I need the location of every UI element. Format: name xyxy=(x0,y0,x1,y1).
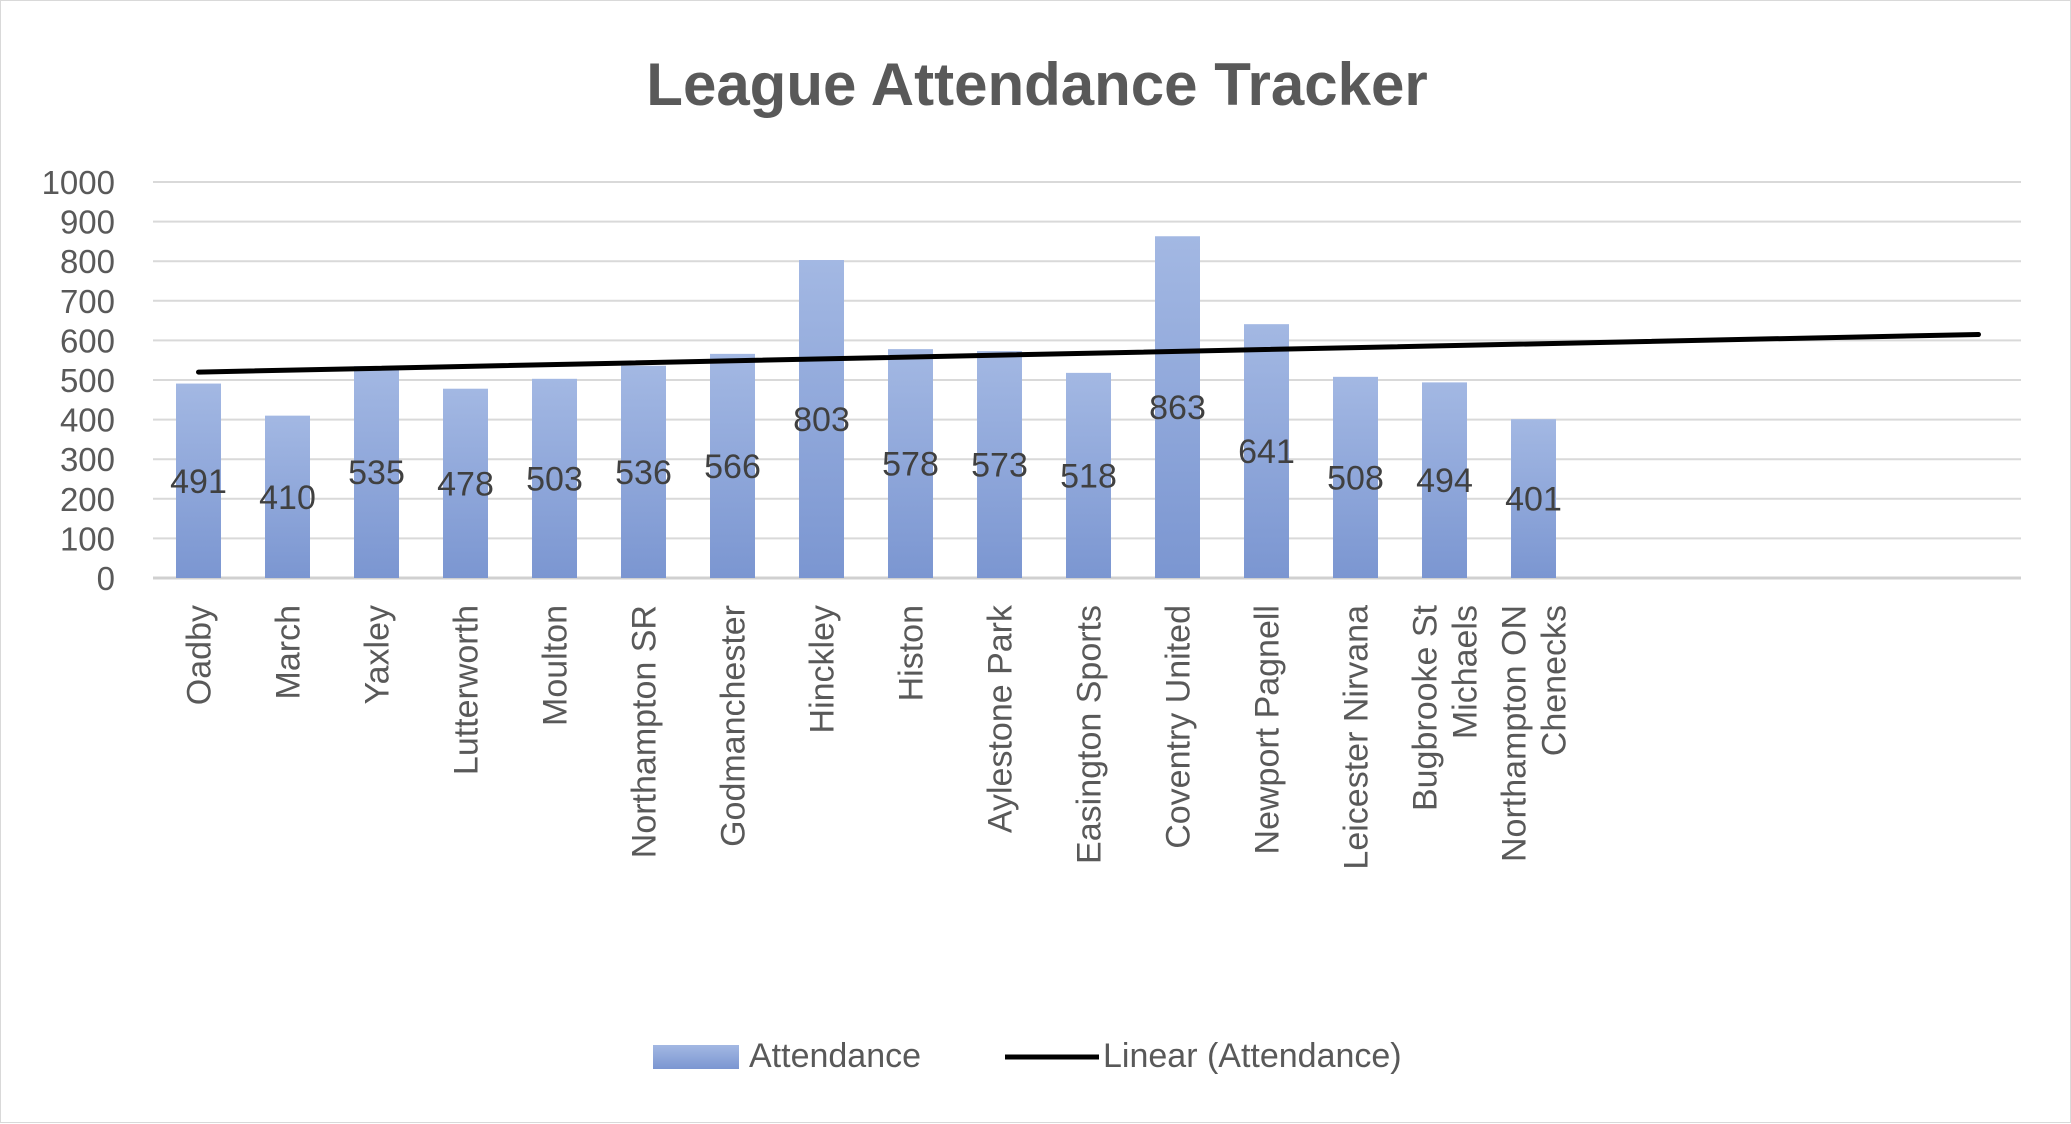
data-label: 478 xyxy=(437,465,494,503)
y-tick-label: 200 xyxy=(60,481,115,518)
data-label: 578 xyxy=(882,446,939,484)
data-label: 566 xyxy=(704,448,761,486)
bar xyxy=(977,351,1022,578)
bar xyxy=(354,366,399,578)
bar xyxy=(1244,324,1289,578)
bar xyxy=(1333,376,1378,578)
x-category-label: Leicester Nirvana xyxy=(1338,605,1376,870)
y-tick-label: 100 xyxy=(60,520,115,557)
bar xyxy=(532,378,577,578)
x-category-label: Lutterworth xyxy=(448,605,486,775)
data-labels: 491 410 535 478 503 536 566 803 578 573 518 863 641 5… xyxy=(170,389,1562,518)
x-category-label: Moulton xyxy=(537,605,575,726)
y-tick-label: 800 xyxy=(60,243,115,280)
x-category-label: Oadby xyxy=(181,605,219,705)
y-tick-label: 900 xyxy=(60,204,115,241)
bar xyxy=(621,365,666,578)
x-category-label: Newport Pagnell xyxy=(1249,605,1287,854)
y-tick-label: 0 xyxy=(97,560,115,597)
x-category-label: Coventry United xyxy=(1160,605,1198,849)
bar xyxy=(1066,372,1111,578)
x-category-label: Northampton SR xyxy=(626,605,664,858)
x-category-label: Hinckley xyxy=(804,605,842,733)
bar xyxy=(1422,382,1467,578)
x-category-label: Chenecks xyxy=(1536,605,1574,756)
x-category-label: Histon xyxy=(893,605,931,701)
x-category-label: Yaxley xyxy=(359,605,397,705)
data-label: 494 xyxy=(1416,462,1473,500)
x-category-label: Easington Sports xyxy=(1071,605,1109,864)
y-tick-label: 1000 xyxy=(42,164,115,201)
bars xyxy=(176,236,1556,578)
bar xyxy=(1511,419,1556,578)
bar xyxy=(1155,236,1200,578)
x-category-label: Bugbrooke St xyxy=(1407,604,1445,811)
y-tick-label: 700 xyxy=(60,283,115,320)
bar xyxy=(710,353,755,578)
y-tick-label: 300 xyxy=(60,441,115,478)
data-label: 803 xyxy=(793,401,850,439)
trendline xyxy=(196,331,1981,375)
data-label: 410 xyxy=(259,479,316,517)
x-category-label: Godmanchester xyxy=(715,605,753,847)
y-tick-label: 400 xyxy=(60,402,115,439)
x-category-label: Northampton ON xyxy=(1496,605,1534,862)
data-label: 535 xyxy=(348,454,405,492)
x-category-label: March xyxy=(270,605,308,699)
x-category-label: Michaels xyxy=(1447,605,1485,739)
legend-swatch-attendance xyxy=(653,1045,739,1069)
bar xyxy=(799,260,844,578)
y-tick-label: 500 xyxy=(60,362,115,399)
legend-label-attendance: Attendance xyxy=(749,1037,921,1075)
data-label: 641 xyxy=(1238,433,1295,471)
data-label: 518 xyxy=(1060,457,1117,495)
data-label: 863 xyxy=(1149,389,1206,427)
data-label: 573 xyxy=(971,447,1028,485)
bar xyxy=(265,415,310,578)
bar xyxy=(443,388,488,578)
bar xyxy=(176,383,221,578)
legend: Attendance Linear (Attendance) xyxy=(653,1037,1402,1075)
trendline-layer xyxy=(196,331,1981,375)
chart-title: League Attendance Tracker xyxy=(646,51,1427,118)
data-label: 508 xyxy=(1327,459,1384,497)
legend-label-trendline: Linear (Attendance) xyxy=(1103,1037,1402,1075)
y-tick-label: 600 xyxy=(60,322,115,359)
data-label: 503 xyxy=(526,460,583,498)
bar xyxy=(888,349,933,578)
data-label: 401 xyxy=(1505,481,1562,519)
x-category-label: Aylestone Park xyxy=(982,604,1020,833)
data-label: 536 xyxy=(615,454,672,492)
data-label: 491 xyxy=(170,463,227,501)
x-axis-categories: Oadby March Yaxley Lutterworth Moulton Northa… xyxy=(181,604,1574,870)
